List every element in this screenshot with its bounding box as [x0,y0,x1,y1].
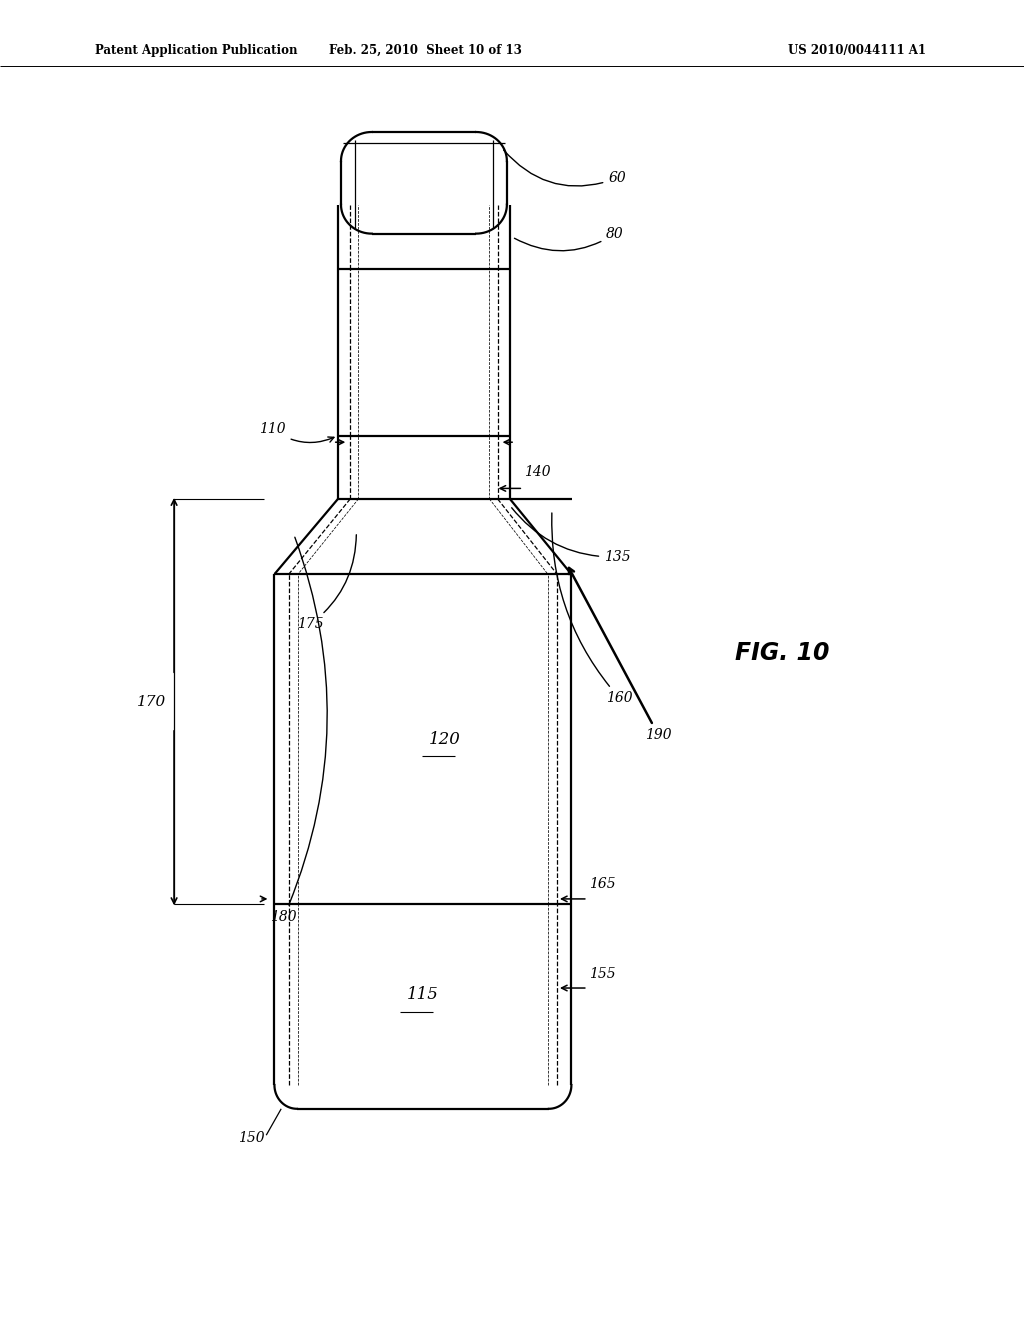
Text: 155: 155 [589,968,615,982]
Text: Feb. 25, 2010  Sheet 10 of 13: Feb. 25, 2010 Sheet 10 of 13 [329,44,521,57]
Text: US 2010/0044111 A1: US 2010/0044111 A1 [788,44,927,57]
Text: 165: 165 [589,876,615,891]
Text: 175: 175 [297,535,356,631]
Text: 60: 60 [504,150,626,186]
Text: 140: 140 [524,465,551,479]
Text: 115: 115 [407,986,439,1003]
Text: 80: 80 [514,227,624,251]
Text: 120: 120 [428,731,461,747]
Text: FIG. 10: FIG. 10 [735,642,829,665]
Text: 180: 180 [270,537,328,924]
Text: Patent Application Publication: Patent Application Publication [95,44,298,57]
Text: 190: 190 [569,568,672,742]
Text: 150: 150 [238,1131,264,1144]
Text: 170: 170 [136,694,166,709]
Text: 110: 110 [259,422,334,442]
Text: 135: 135 [512,508,631,564]
Text: 160: 160 [552,513,633,705]
